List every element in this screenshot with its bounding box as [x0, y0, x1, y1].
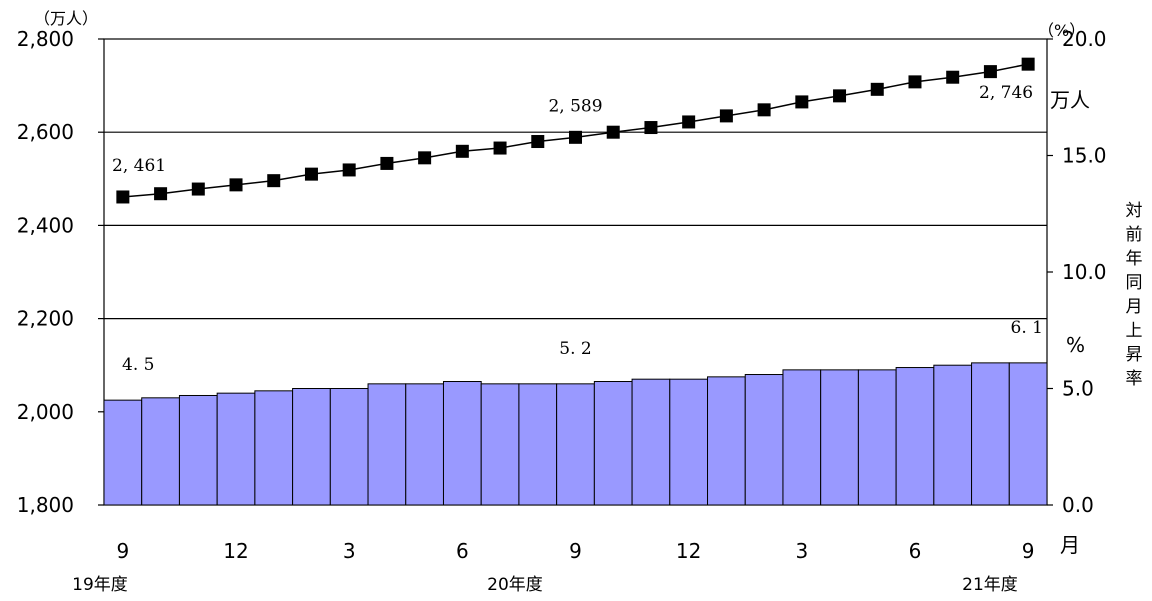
right-axis-tick-label: 10.0 — [1062, 260, 1107, 284]
line-marker — [833, 89, 847, 103]
line-marker — [757, 103, 771, 117]
line-marker — [531, 135, 545, 149]
x-axis-tick-label: 3 — [343, 539, 356, 563]
bar — [518, 383, 558, 506]
right-axis-title-char: 対 — [1126, 201, 1143, 221]
bar — [707, 376, 746, 506]
right-axis-title-char: 年 — [1126, 249, 1143, 269]
line-marker — [267, 174, 281, 188]
bar — [895, 367, 935, 506]
bar-data-label: 6. 1 — [1011, 318, 1043, 338]
bar — [329, 388, 369, 506]
left-axis-tick-label: 2,000 — [17, 400, 74, 424]
bar — [480, 383, 520, 506]
axes: 1,800 2,000 2,200 2,400 2,600 2,800 0.0 5.0 10.0… — [17, 27, 1107, 595]
fiscal-year-label: 21年度 — [962, 575, 1018, 595]
line-marker — [908, 75, 922, 89]
line-marker — [455, 144, 469, 158]
line-marker — [116, 190, 130, 204]
bar — [971, 362, 1010, 506]
series-line — [122, 63, 1029, 198]
bar — [820, 369, 859, 506]
x-axis-tick-label: 9 — [116, 539, 129, 563]
left-axis-tick-label: 2,600 — [17, 120, 74, 144]
x-axis-tick-label: 12 — [676, 539, 701, 563]
line-marker — [229, 178, 243, 192]
bar-series: 4. 5 5. 2 6. 1 — [103, 318, 1048, 506]
bar — [669, 378, 709, 506]
x-axis-tick-label: 9 — [1022, 539, 1035, 563]
left-axis-tick-label: 2,800 — [17, 27, 74, 51]
bar-data-label: 5. 2 — [559, 339, 591, 359]
right-axis-title-char: 上 — [1126, 321, 1143, 341]
bar — [933, 364, 973, 506]
bar — [405, 383, 444, 506]
x-axis-tick-label: 12 — [223, 539, 248, 563]
line-marker — [569, 130, 582, 144]
bar — [367, 383, 407, 506]
right-axis-tick-label: 15.0 — [1062, 144, 1107, 168]
bar — [442, 381, 482, 506]
line-marker — [154, 187, 168, 201]
right-axis-title-char: 同 — [1126, 273, 1143, 293]
right-axis-unit: （%） — [1038, 21, 1085, 40]
line-marker — [1021, 57, 1035, 71]
bar — [292, 388, 331, 506]
line-marker — [870, 82, 884, 96]
line-marker — [606, 125, 620, 139]
x-axis-tick-label: 3 — [795, 539, 808, 563]
bar — [216, 392, 256, 506]
x-axis-unit: 月 — [1060, 533, 1080, 557]
left-axis-unit: （万人） — [34, 9, 98, 28]
line-data-label: 2, 589 — [548, 96, 602, 116]
line-marker — [380, 156, 394, 170]
fiscal-year-label: 20年度 — [487, 575, 543, 595]
line-end-unit: 万人 — [1050, 88, 1090, 112]
bar — [178, 394, 218, 506]
right-axis-title-char: 率 — [1126, 369, 1143, 389]
line-marker — [946, 70, 960, 84]
left-axis-tick-label: 2,400 — [17, 213, 74, 237]
line-marker — [493, 141, 507, 155]
left-axis-tick-label: 2,200 — [17, 307, 74, 331]
line-series: 2, 461 2, 589 2, 746 — [112, 57, 1035, 204]
right-axis-tick-label: 20.0 — [1062, 27, 1107, 51]
line-marker — [719, 109, 733, 123]
line-data-label: 2, 746 — [979, 83, 1033, 103]
right-axis-tick-label: 0.0 — [1062, 493, 1094, 517]
bar — [103, 399, 143, 506]
bar — [1008, 362, 1048, 506]
bar — [744, 374, 784, 506]
x-axis-tick-label: 6 — [909, 539, 922, 563]
bar — [556, 383, 595, 506]
bar — [141, 397, 180, 506]
right-axis-title-char: 昇 — [1126, 345, 1143, 365]
left-axis-tick-label: 1,800 — [17, 493, 74, 517]
line-marker — [983, 65, 997, 79]
line-marker — [418, 151, 432, 165]
fiscal-year-label: 19年度 — [72, 575, 128, 595]
line-marker — [795, 95, 809, 109]
line-marker — [682, 115, 696, 129]
bar-data-label: 4. 5 — [122, 355, 154, 375]
bar — [857, 369, 897, 506]
right-axis-title-char: 前 — [1126, 225, 1143, 245]
right-axis-side-unit: % — [1066, 333, 1085, 357]
bar — [593, 381, 633, 506]
x-axis-tick-label: 9 — [569, 539, 582, 563]
bar — [254, 390, 294, 506]
line-marker — [644, 121, 658, 135]
right-axis-tick-label: 5.0 — [1062, 377, 1094, 401]
bar — [782, 369, 822, 506]
x-axis-tick-label: 6 — [456, 539, 469, 563]
line-marker — [342, 163, 356, 177]
line-data-label: 2, 461 — [112, 156, 166, 176]
line-marker — [191, 182, 205, 196]
right-axis-title-char: 月 — [1126, 297, 1143, 317]
bar — [631, 378, 671, 506]
line-marker — [304, 167, 318, 181]
